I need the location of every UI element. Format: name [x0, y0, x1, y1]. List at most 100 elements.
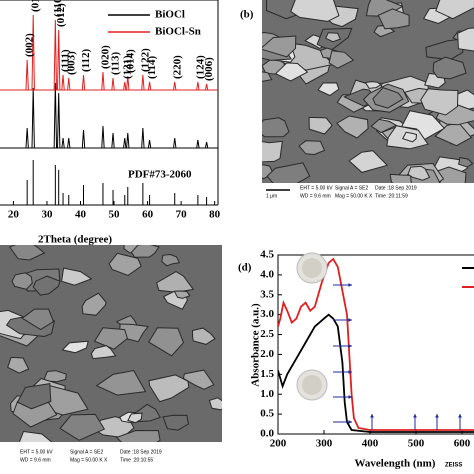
- sem-info: Date :18 Sep 2019: [120, 449, 162, 455]
- arrow-head: [370, 414, 374, 418]
- flake: [95, 369, 147, 396]
- peak: [126, 132, 130, 149]
- peak: [123, 81, 127, 91]
- x-tick-label: 400: [362, 438, 379, 450]
- x-tick-label: 60: [142, 209, 154, 221]
- peak: [141, 74, 145, 91]
- peak: [196, 139, 200, 149]
- arrow-head: [458, 414, 462, 418]
- peak: [147, 81, 152, 91]
- peak: [31, 87, 35, 149]
- peak-label: (113): [110, 51, 122, 75]
- legend-label: BiOCl-Sn: [155, 26, 201, 38]
- peak-label: (114): [146, 55, 158, 79]
- flake: [182, 369, 215, 390]
- x-tick-label: 30: [41, 209, 53, 221]
- x-axis-label: 2Theta (degree): [38, 234, 112, 246]
- peak: [81, 74, 86, 91]
- arrow-head: [348, 283, 352, 287]
- peak: [53, 82, 58, 149]
- peak: [67, 137, 71, 149]
- sem-info: Time :20:10:55: [120, 457, 153, 463]
- x-axis-label: Wavelength (nm): [355, 458, 436, 470]
- y-tick-label: 2.5: [260, 328, 274, 340]
- flake: [115, 429, 161, 442]
- peak: [141, 127, 145, 149]
- flake: [407, 165, 431, 181]
- flake: [308, 116, 333, 135]
- flake: [43, 370, 67, 383]
- flake: [148, 374, 190, 403]
- peak-label: (002): [24, 33, 36, 57]
- flake: [11, 272, 33, 290]
- peak: [67, 77, 71, 91]
- peak: [81, 129, 86, 149]
- curve: [278, 257, 474, 431]
- sem-info: EHT = 5.00 kV: [300, 185, 333, 191]
- flake: [328, 50, 355, 69]
- peak-label: (220): [171, 55, 183, 79]
- plot-frame: [277, 254, 474, 435]
- flake: [290, 0, 340, 22]
- flake: [9, 245, 46, 261]
- peak-label: (020): [99, 45, 111, 69]
- peak-label: (014): [124, 49, 136, 73]
- flake: [432, 56, 467, 80]
- peak: [56, 92, 61, 149]
- flake: [173, 290, 191, 299]
- flake: [262, 117, 290, 138]
- sem-info: Signal A = SE2: [70, 449, 103, 455]
- peak: [111, 77, 115, 91]
- peak: [204, 141, 209, 149]
- flake: [336, 115, 369, 139]
- flake: [372, 87, 404, 109]
- sem-info: WD = 9.6 mm: [20, 457, 51, 463]
- flake: [262, 71, 273, 82]
- flake: [61, 267, 93, 286]
- x-tick-label: 80: [209, 209, 221, 221]
- y-tick-label: 0.5: [260, 408, 274, 420]
- sem-info: EHT = 5.00 kV: [20, 449, 53, 455]
- arrow-head: [435, 414, 439, 418]
- flake: [458, 156, 474, 168]
- flake: [370, 118, 398, 134]
- flake: [130, 245, 160, 258]
- x-tick-label: 20: [8, 209, 20, 221]
- info-bar: [262, 183, 474, 205]
- flake: [21, 308, 55, 331]
- sem-image-c: [0, 245, 222, 442]
- flake: [401, 131, 418, 143]
- peak-label: (110): [52, 0, 64, 17]
- arrow-head: [348, 318, 352, 322]
- peak-label: (011): [30, 0, 42, 12]
- y-axis-label: Absorbance (a.u.): [250, 303, 262, 387]
- scale-label: 1 μm: [266, 193, 277, 199]
- flake: [18, 430, 53, 442]
- x-tick-label: 200: [270, 438, 287, 450]
- flake: [262, 140, 283, 163]
- x-tick-label: 50: [109, 209, 121, 221]
- y-tick-label: 4.0: [260, 268, 274, 280]
- y-tick-label: 3.5: [260, 288, 274, 300]
- flake: [161, 253, 181, 267]
- flake: [148, 327, 185, 357]
- peak: [196, 81, 200, 91]
- flake: [208, 397, 222, 411]
- sem-info: WD = 9.6 mm: [300, 193, 331, 199]
- flake: [274, 62, 309, 82]
- flake: [108, 252, 142, 276]
- y-tick-label: 1.0: [260, 388, 274, 400]
- peak: [204, 83, 209, 91]
- peak: [25, 59, 29, 91]
- peak-label: (112): [80, 48, 92, 72]
- arrow-head: [348, 370, 352, 374]
- flake: [317, 82, 340, 97]
- brand: ZEISS: [445, 463, 462, 469]
- flake: [262, 164, 274, 180]
- peak: [173, 137, 177, 149]
- peak-label: (006): [203, 57, 215, 81]
- flake: [59, 413, 106, 441]
- x-tick-label: 40: [75, 209, 87, 221]
- peak-label: (111): [60, 49, 72, 72]
